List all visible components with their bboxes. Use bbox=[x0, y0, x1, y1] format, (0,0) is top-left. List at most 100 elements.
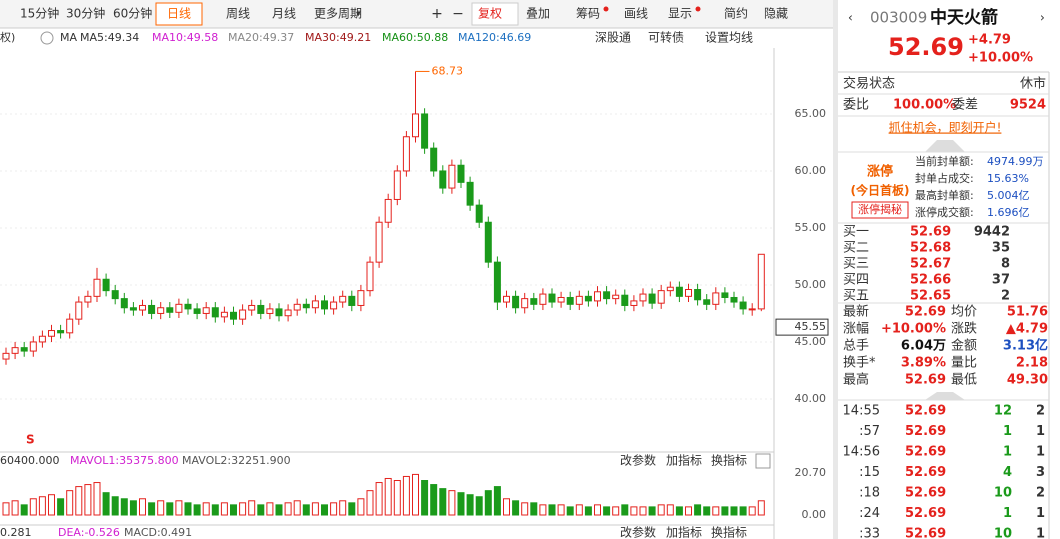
volume-bar bbox=[157, 500, 165, 516]
pane-button[interactable]: 换指标 bbox=[711, 525, 747, 539]
volume-bar bbox=[48, 494, 55, 516]
ma-legend: MA30:49.21 bbox=[305, 31, 371, 44]
trade-volume: 10 bbox=[994, 486, 1012, 501]
period-tab[interactable]: 日线 bbox=[167, 7, 191, 21]
chart-link[interactable]: 可转债 bbox=[648, 30, 684, 45]
tool-button[interactable]: 隐藏 bbox=[764, 7, 788, 21]
stat-value: +10.00% bbox=[881, 322, 946, 337]
limit-button[interactable] bbox=[851, 201, 909, 219]
period-tab[interactable]: 月线 bbox=[272, 7, 296, 21]
candle-body bbox=[712, 292, 720, 305]
candle-body bbox=[757, 253, 765, 310]
candle-body bbox=[366, 261, 374, 292]
candle-body bbox=[11, 347, 19, 354]
volume-bar bbox=[257, 504, 265, 516]
forward-arrow[interactable]: › bbox=[1040, 11, 1045, 25]
tool-button[interactable]: 简约 bbox=[724, 6, 748, 21]
volume-bar bbox=[220, 502, 228, 516]
tool-button[interactable]: 筹码 bbox=[576, 7, 600, 21]
volume-bar bbox=[557, 504, 565, 516]
trade-count: 1 bbox=[1036, 506, 1045, 521]
stat-value: 52.69 bbox=[905, 373, 946, 388]
ma-legend: MA60:50.88 bbox=[382, 31, 448, 44]
pane-button[interactable]: 加指标 bbox=[666, 525, 702, 539]
trade-time: 14:55 bbox=[843, 404, 880, 419]
volume-bar bbox=[521, 502, 529, 516]
volume-bar bbox=[675, 506, 683, 516]
bid-volume: 9442 bbox=[974, 225, 1010, 240]
stat-label: 最新 bbox=[843, 304, 869, 320]
volume-bar bbox=[594, 504, 601, 516]
pane-button[interactable]: 换指标 bbox=[711, 453, 747, 468]
trade-count: 1 bbox=[1036, 424, 1045, 439]
help-icon[interactable] bbox=[40, 31, 54, 45]
stat-value: 2.18 bbox=[1016, 356, 1048, 371]
candle-body bbox=[584, 295, 592, 302]
tool-button[interactable]: 画线 bbox=[624, 7, 648, 21]
candle-body bbox=[230, 311, 237, 320]
volume-bar bbox=[539, 504, 547, 516]
back-arrow[interactable]: ‹ bbox=[848, 11, 853, 25]
candle-body bbox=[412, 113, 419, 138]
bid-price: 52.66 bbox=[910, 273, 951, 288]
zoom-button[interactable]: − bbox=[452, 6, 464, 22]
candle-body bbox=[384, 198, 392, 223]
period-tab[interactable]: 周线 bbox=[226, 7, 250, 21]
candle-body bbox=[148, 304, 156, 314]
period-tab[interactable]: 更多周期 bbox=[314, 7, 362, 21]
pane-close[interactable] bbox=[755, 453, 771, 469]
period-tab[interactable]: 60分钟 bbox=[113, 6, 152, 21]
trade-time: :18 bbox=[859, 486, 880, 501]
promo-link[interactable]: 抓住机会，即刻开户! bbox=[889, 120, 1002, 135]
volume-bar bbox=[57, 498, 65, 516]
candle-body bbox=[266, 308, 274, 314]
period-tab[interactable]: 15分钟 bbox=[20, 6, 59, 21]
collapse-tab[interactable] bbox=[925, 392, 965, 400]
volume-bar bbox=[639, 506, 647, 516]
trade-count: 2 bbox=[1036, 404, 1045, 419]
tool-button[interactable]: 叠加 bbox=[526, 7, 550, 21]
candle-body bbox=[275, 308, 283, 317]
period-tab-active[interactable] bbox=[155, 2, 203, 26]
tool-button[interactable]: 显示 bbox=[668, 7, 692, 21]
trade-time: :57 bbox=[859, 424, 880, 439]
volume-bar bbox=[630, 506, 638, 516]
zoom-button[interactable]: + bbox=[431, 6, 443, 22]
pane-button[interactable]: 加指标 bbox=[666, 453, 702, 468]
volume-bar bbox=[166, 502, 174, 516]
ma-lead: 权) bbox=[0, 31, 15, 44]
stat-label: 最高 bbox=[843, 372, 869, 388]
volume-bar bbox=[448, 490, 456, 516]
limit-button-label[interactable]: 涨停揭秘 bbox=[858, 202, 902, 216]
candle-body bbox=[530, 298, 538, 305]
stat-label: 换手* bbox=[843, 356, 876, 371]
ma-legend: MA5:49.34 bbox=[80, 31, 139, 44]
chart-link[interactable]: 设置均线 bbox=[705, 31, 753, 45]
tool-box[interactable] bbox=[471, 2, 519, 26]
period-tab[interactable]: 30分钟 bbox=[66, 6, 105, 21]
candle-body bbox=[548, 293, 556, 303]
candle-body bbox=[630, 300, 638, 306]
pane-button[interactable]: 改参数 bbox=[620, 453, 656, 468]
candle-body bbox=[48, 330, 55, 337]
y-tick-label: 60.00 bbox=[795, 164, 827, 177]
volume-bar bbox=[703, 506, 711, 516]
candle-body bbox=[348, 295, 356, 306]
pane-button[interactable]: 改参数 bbox=[620, 525, 656, 539]
y-tick-label: 40.00 bbox=[795, 392, 827, 405]
candle-body bbox=[157, 307, 165, 314]
chart-link[interactable]: 深股通 bbox=[595, 31, 631, 45]
y-tick-label: 50.00 bbox=[795, 278, 827, 291]
volume-bar bbox=[685, 506, 692, 516]
volume-bar bbox=[694, 504, 702, 516]
candle-body bbox=[666, 286, 674, 292]
volume-bar bbox=[2, 502, 10, 516]
volume-bar bbox=[666, 504, 674, 516]
status-value: 休市 bbox=[1020, 76, 1046, 92]
collapse-tab[interactable] bbox=[925, 140, 965, 152]
ma-prefix: MA bbox=[60, 31, 77, 44]
candle-body bbox=[257, 304, 265, 314]
tool-button[interactable]: 复权 bbox=[478, 7, 502, 21]
trade-count: 1 bbox=[1036, 527, 1045, 539]
trade-price: 52.69 bbox=[905, 465, 946, 480]
